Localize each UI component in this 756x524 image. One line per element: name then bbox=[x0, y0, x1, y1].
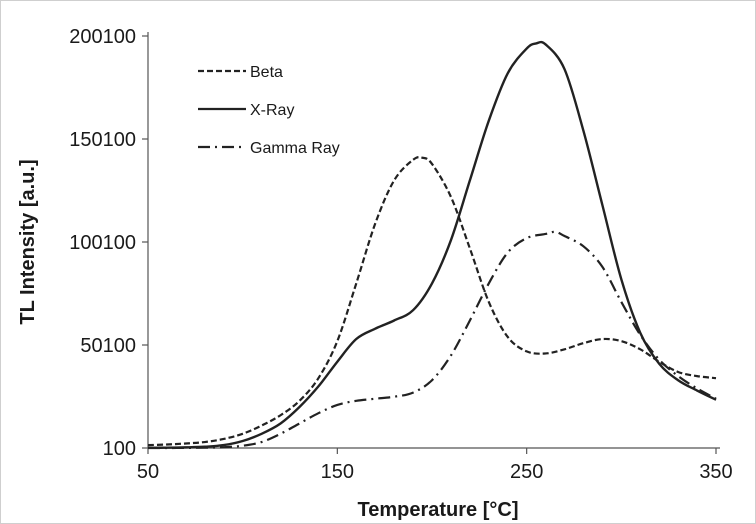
x-tick-label: 250 bbox=[510, 461, 543, 483]
legend: Beta X-Ray Gamma Ray bbox=[198, 64, 340, 157]
series-line-gamma-ray bbox=[147, 230, 717, 450]
legend-label: X-Ray bbox=[250, 102, 294, 119]
x-tick-label: 50 bbox=[137, 461, 159, 483]
y-axis-title: TL Intensity [a.u.] bbox=[17, 159, 39, 324]
y-axis-ticks: 100 50100 100100 150100 200100 bbox=[69, 26, 148, 460]
axes bbox=[147, 32, 720, 449]
y-tick-label: 50100 bbox=[80, 335, 136, 357]
series-lines bbox=[147, 40, 717, 450]
legend-label: Gamma Ray bbox=[250, 140, 340, 157]
y-tick-label: 200100 bbox=[69, 26, 136, 48]
series-line-beta bbox=[147, 156, 717, 447]
y-tick-label: 100100 bbox=[69, 232, 136, 254]
x-tick-label: 150 bbox=[321, 461, 354, 483]
y-tick-label: 150100 bbox=[69, 129, 136, 151]
y-tick-label: 100 bbox=[103, 438, 136, 460]
series-line-x-ray bbox=[147, 40, 717, 449]
x-axis-title: Temperature [°C] bbox=[358, 499, 519, 521]
x-axis-ticks: 50 150 250 350 bbox=[137, 448, 733, 483]
legend-label: Beta bbox=[250, 64, 283, 81]
x-tick-label: 350 bbox=[699, 461, 732, 483]
